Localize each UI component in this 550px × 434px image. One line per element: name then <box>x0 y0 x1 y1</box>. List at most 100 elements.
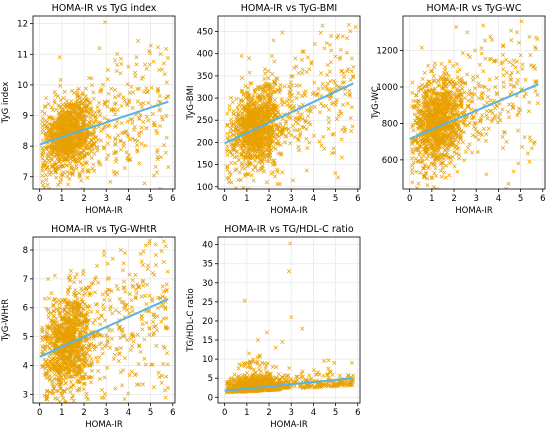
data-point <box>455 144 459 148</box>
data-point <box>96 360 100 364</box>
data-point <box>283 85 287 89</box>
data-point <box>119 148 123 152</box>
data-point <box>145 67 149 71</box>
data-point <box>101 128 105 132</box>
data-point <box>329 80 333 84</box>
data-point <box>526 152 530 156</box>
data-point <box>114 160 118 164</box>
data-point <box>306 146 310 150</box>
data-point <box>495 76 499 80</box>
data-point <box>354 25 358 29</box>
data-point <box>296 92 300 96</box>
data-point <box>99 163 103 167</box>
data-point <box>231 100 235 104</box>
data-point <box>488 78 492 82</box>
data-point <box>53 373 57 377</box>
data-point <box>332 147 336 151</box>
data-point <box>93 111 97 115</box>
x-tick-label: 2 <box>266 194 271 204</box>
data-point <box>466 146 470 150</box>
data-point <box>420 83 424 87</box>
data-point <box>417 89 421 93</box>
data-point <box>276 77 280 81</box>
data-point <box>461 140 465 144</box>
data-point <box>68 177 72 181</box>
data-point <box>87 414 91 418</box>
data-point <box>117 359 121 363</box>
data-point <box>528 35 532 39</box>
data-point <box>491 111 495 115</box>
data-point <box>507 116 511 120</box>
data-point <box>248 71 252 75</box>
data-point <box>114 124 118 128</box>
data-point <box>139 350 143 354</box>
data-point <box>523 135 527 139</box>
data-point <box>45 178 49 182</box>
data-point <box>115 284 119 288</box>
data-point <box>272 159 276 163</box>
data-point <box>528 136 532 140</box>
data-point <box>130 425 134 429</box>
data-point <box>110 328 114 332</box>
data-point <box>289 116 293 120</box>
data-point <box>76 89 80 93</box>
data-point <box>108 346 112 350</box>
data-point <box>437 83 441 87</box>
data-point <box>293 135 297 139</box>
data-point <box>100 314 104 318</box>
x-axis-label: HOMA-IR <box>455 206 493 216</box>
data-point <box>115 63 119 67</box>
data-point <box>41 120 45 124</box>
data-point <box>115 171 119 175</box>
data-point <box>79 179 83 183</box>
data-point <box>141 322 145 326</box>
data-point <box>340 69 344 73</box>
data-point <box>163 72 167 76</box>
data-point <box>291 124 295 128</box>
data-point <box>79 280 83 284</box>
data-point <box>142 101 146 105</box>
data-point <box>136 39 140 43</box>
data-point <box>489 35 493 39</box>
data-point <box>131 121 135 125</box>
data-point <box>122 280 126 284</box>
data-point <box>343 81 347 85</box>
data-point <box>130 85 134 89</box>
y-tick-label: 800 <box>382 119 398 129</box>
data-point <box>166 56 170 60</box>
data-point <box>295 65 299 69</box>
data-point <box>415 170 419 174</box>
data-point <box>448 60 452 64</box>
data-point <box>533 67 537 71</box>
data-point <box>48 161 52 165</box>
data-point <box>120 62 124 66</box>
data-point <box>120 121 124 125</box>
data-point <box>235 97 239 101</box>
data-point <box>47 297 51 301</box>
data-point <box>163 388 167 392</box>
data-point <box>305 108 309 112</box>
data-point <box>485 101 489 105</box>
data-point <box>422 154 426 158</box>
y-axis-label: TyG index <box>1 82 11 124</box>
data-point <box>433 66 437 70</box>
data-point <box>116 108 120 112</box>
data-point <box>239 178 243 182</box>
data-point <box>309 123 313 127</box>
data-point <box>266 76 270 80</box>
data-point <box>92 169 96 173</box>
data-point <box>86 397 90 401</box>
data-point <box>131 91 135 95</box>
data-point <box>41 180 45 184</box>
data-point <box>439 169 443 173</box>
data-point <box>300 58 304 62</box>
data-point <box>141 382 145 386</box>
data-point <box>329 34 333 38</box>
data-point <box>505 140 509 144</box>
y-tick-label: 600 <box>382 156 398 166</box>
data-point <box>75 272 79 276</box>
data-point <box>140 105 144 109</box>
data-point <box>319 102 323 106</box>
